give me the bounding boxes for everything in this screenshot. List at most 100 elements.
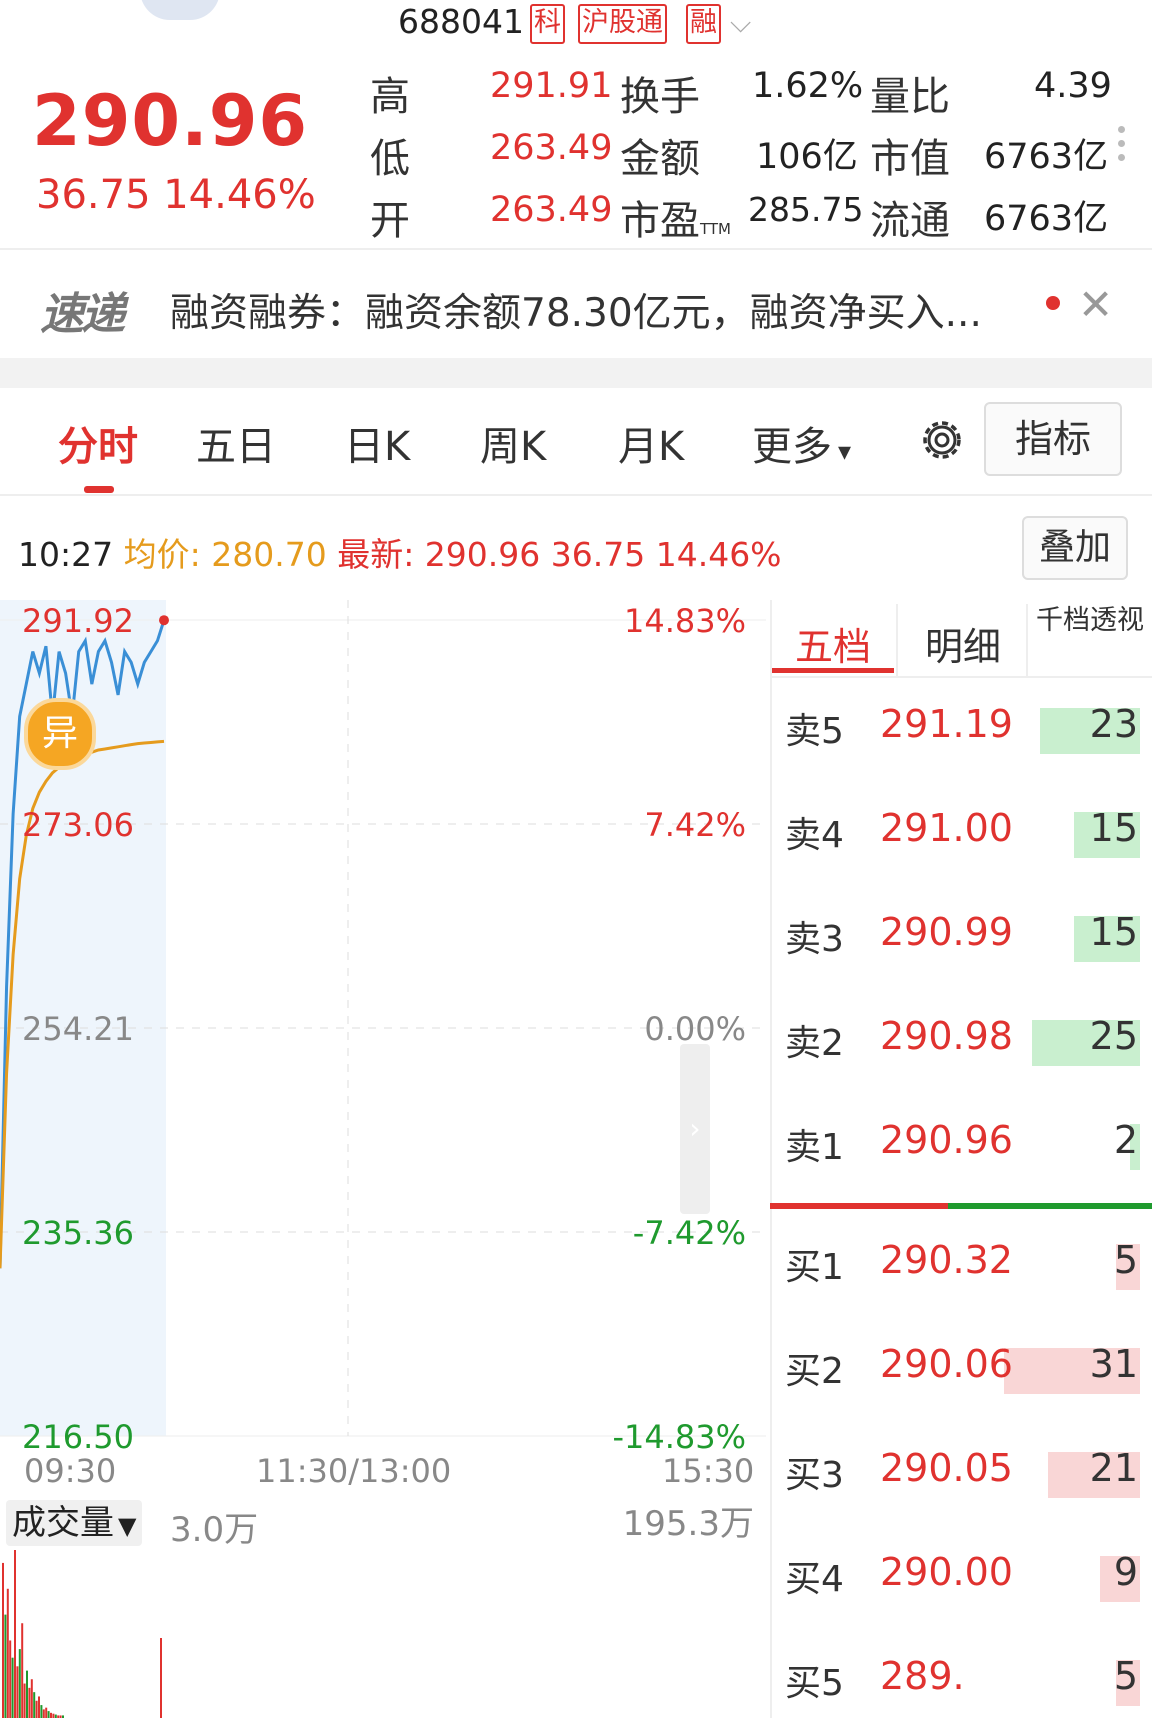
level-volume: 31 — [1089, 1342, 1138, 1386]
volume-bar — [57, 1715, 60, 1718]
level-volume: 5 — [1113, 1238, 1138, 1282]
volume-bar — [50, 1712, 52, 1718]
level-price: 290.99 — [880, 910, 1013, 954]
divider — [770, 600, 772, 1718]
volume-bar — [6, 1588, 9, 1718]
x-axis-label-open: 09:30 — [24, 1452, 117, 1490]
y-axis-label-mid: 254.21 — [22, 1010, 134, 1048]
divider — [0, 248, 1152, 250]
volume-bar — [28, 1687, 31, 1718]
sell-level-2[interactable]: 卖2 290.98 25 — [780, 1014, 1140, 1074]
turnover-label: 换手 — [620, 74, 700, 120]
expand-panel-handle[interactable]: › — [680, 1044, 710, 1214]
volume-bar — [1040, 708, 1140, 754]
level-label: 卖4 — [785, 815, 844, 856]
y-axis-label-upper: 273.06 — [22, 806, 134, 844]
tab-more[interactable]: 更多 ▾ — [752, 414, 851, 472]
volume-bar — [14, 1550, 16, 1718]
gear-icon[interactable] — [916, 414, 968, 466]
volume-bar — [1004, 1348, 1140, 1394]
level-label: 买2 — [785, 1351, 844, 1392]
pct-axis-label-bottom: -14.83% — [612, 1418, 746, 1456]
info-time: 10:27 — [18, 535, 114, 574]
volume-bar — [52, 1713, 55, 1718]
anomaly-badge[interactable]: 异 — [24, 698, 96, 770]
vol-ratio-label: 量比 — [870, 74, 950, 120]
volume-indicator-select[interactable]: 成交量 ▼ — [6, 1500, 143, 1546]
tab-five-day[interactable]: 五日 — [196, 424, 276, 470]
volume-bar — [47, 1711, 50, 1718]
change-percent: 14.46% — [163, 172, 316, 218]
low-value: 263.49 — [490, 128, 613, 168]
volume-bar — [9, 1640, 12, 1718]
sell-level-5[interactable]: 卖5 291.19 23 — [780, 702, 1140, 762]
level-label: 买4 — [785, 1559, 844, 1600]
chevron-down-icon[interactable]: ⌵ — [730, 6, 752, 39]
level-price: 290.00 — [880, 1550, 1013, 1594]
current-price: 290.96 — [32, 80, 309, 162]
indicator-button[interactable]: 指标 — [984, 402, 1122, 476]
buy-level-1[interactable]: 买1 290.32 5 — [780, 1238, 1140, 1298]
stock-code: 688041 — [398, 2, 524, 41]
volume-bar — [160, 1638, 162, 1718]
volume-bar — [1074, 916, 1140, 962]
tab-five-levels[interactable]: 五档 — [794, 625, 871, 669]
tab-more-label: 更多 — [752, 424, 832, 470]
volume-bar — [54, 1714, 57, 1718]
market-cap-label: 市值 — [870, 136, 950, 182]
news-text[interactable]: 融资融券：融资余额78.30亿元，融资净买入... — [170, 291, 982, 336]
section-separator — [0, 358, 1152, 388]
volume-bar — [38, 1696, 40, 1718]
level-volume: 9 — [1113, 1550, 1138, 1594]
volume-label: 成交量 — [12, 1503, 114, 1543]
pct-axis-label-mid: 0.00% — [644, 1010, 746, 1048]
active-tab-indicator — [772, 668, 894, 673]
close-icon[interactable]: ✕ — [1078, 280, 1114, 329]
y-axis-label-bottom: 216.50 — [22, 1418, 134, 1456]
tab-intraday[interactable]: 分时 — [58, 424, 138, 470]
amount-label: 金额 — [620, 136, 700, 182]
tag-star-market: 科 — [530, 4, 565, 44]
pe-label-text: 市盈 — [620, 198, 700, 244]
tab-monthly-k[interactable]: 月K — [618, 424, 685, 470]
buy-level-5[interactable]: 买5 289. 5 — [780, 1654, 1140, 1714]
buy-level-2[interactable]: 买2 290.06 31 — [780, 1342, 1140, 1402]
pe-ttm-suffix: TTM — [700, 220, 732, 238]
tab-depth-view[interactable]: 千档透视 — [1036, 605, 1144, 636]
divider — [0, 494, 1152, 496]
high-label: 高 — [370, 74, 410, 120]
level-label: 卖5 — [785, 711, 844, 752]
price-line — [0, 619, 166, 1269]
sell-level-4[interactable]: 卖4 291.00 15 — [780, 806, 1140, 866]
volume-bar — [1032, 1020, 1140, 1066]
float-cap-value: 6763亿 — [984, 199, 1109, 239]
level-volume: 23 — [1089, 702, 1138, 746]
news-logo: 速递 — [40, 289, 125, 340]
volume-bar — [11, 1657, 14, 1718]
volume-bar — [23, 1683, 26, 1718]
level-volume: 25 — [1089, 1014, 1138, 1058]
volume-bar — [18, 1649, 21, 1718]
volume-bar — [1074, 812, 1140, 858]
active-tab-indicator — [84, 486, 114, 493]
sell-level-3[interactable]: 卖3 290.99 15 — [780, 910, 1140, 970]
divider — [770, 676, 1152, 678]
more-options-icon[interactable] — [1118, 126, 1126, 168]
info-avg-price: 均价: 280.70 — [123, 535, 327, 574]
buy-level-4[interactable]: 买4 290.00 9 — [780, 1550, 1140, 1610]
volume-bar — [26, 1670, 28, 1718]
tag-margin: 融 — [686, 4, 721, 44]
level-volume: 15 — [1089, 910, 1138, 954]
tab-trade-details[interactable]: 明细 — [924, 625, 1001, 669]
sell-level-1[interactable]: 卖1 290.96 2 — [780, 1118, 1140, 1178]
pct-axis-label-top: 14.83% — [623, 602, 746, 640]
overlay-button[interactable]: 叠加 — [1022, 516, 1128, 580]
tab-daily-k[interactable]: 日K — [344, 424, 411, 470]
buy-level-3[interactable]: 买3 290.05 21 — [780, 1446, 1140, 1506]
volume-bar — [33, 1692, 36, 1718]
caret-down-icon: ▼ — [118, 1512, 137, 1540]
volume-bar — [40, 1705, 43, 1718]
last-price-dot — [159, 615, 169, 626]
tab-weekly-k[interactable]: 周K — [480, 424, 547, 470]
volume-bar — [1116, 1660, 1140, 1706]
